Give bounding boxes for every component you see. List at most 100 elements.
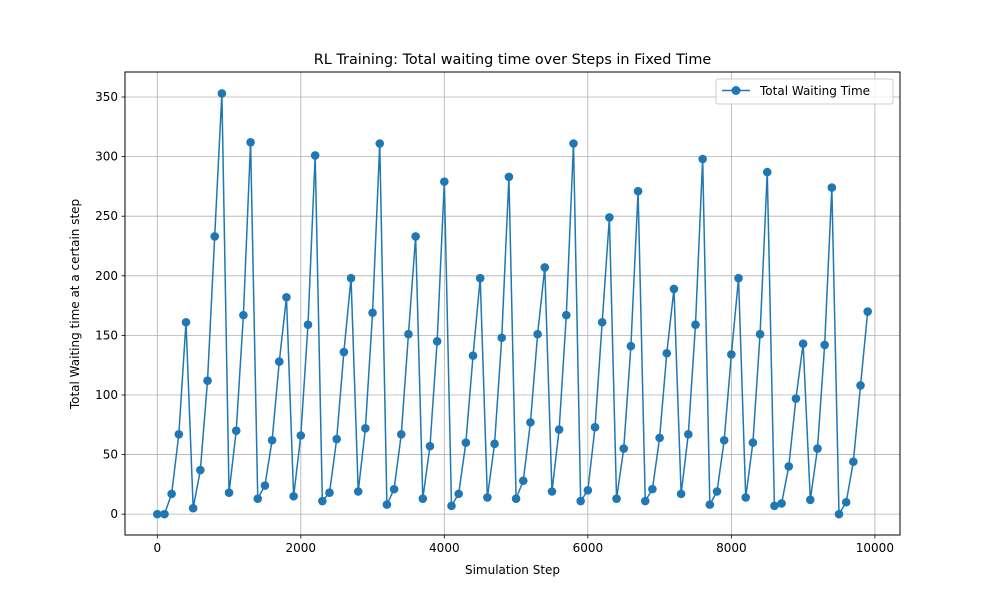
data-point <box>827 183 837 192</box>
data-point <box>389 484 399 494</box>
data-point <box>475 273 485 283</box>
data-point <box>562 310 571 320</box>
data-point <box>727 350 736 359</box>
data-point <box>813 444 822 453</box>
axis-ticks: 0 2000 4000 6000 8000 10000 0 50 100 150 200 250 300… <box>95 90 894 555</box>
data-point <box>777 499 786 508</box>
x-tick-label: 2000 <box>286 541 317 555</box>
data-point <box>432 337 442 346</box>
legend-box <box>715 78 894 105</box>
y-axis-label: Total Waiting time at a certain step <box>68 199 82 410</box>
data-point <box>396 430 406 439</box>
data-point <box>447 501 456 511</box>
data-point <box>619 444 629 453</box>
y-tick-label: 350 <box>95 90 118 104</box>
data-point <box>698 154 707 164</box>
data-point <box>239 310 248 320</box>
x-axis-label: Simulation Step <box>465 563 560 577</box>
chart-title: RL Training: Total waiting time over Ste… <box>314 52 712 68</box>
data-point <box>863 307 873 316</box>
data-point <box>691 320 700 329</box>
data-point <box>841 497 851 507</box>
data-point <box>712 487 722 496</box>
y-tick-label: 300 <box>95 150 118 164</box>
x-tick-label: 8000 <box>716 541 747 555</box>
data-point <box>834 509 844 519</box>
data-point <box>806 495 815 505</box>
x-tick-label: 10000 <box>856 541 894 555</box>
data-point <box>676 489 686 499</box>
data-point <box>454 489 463 499</box>
data-point <box>152 509 162 519</box>
data-point <box>583 486 593 495</box>
legend-label: Total Waiting Time <box>759 84 870 98</box>
data-point <box>497 333 507 343</box>
data-point <box>368 308 377 318</box>
data-point <box>684 430 693 439</box>
data-point <box>353 487 363 496</box>
data-point <box>418 494 428 503</box>
data-point <box>518 476 528 486</box>
data-point <box>296 431 306 440</box>
y-tick-label: 50 <box>103 448 118 462</box>
data-point <box>770 501 779 511</box>
data-point <box>246 138 255 147</box>
data-point <box>554 425 564 434</box>
x-tick-label: 0 <box>153 541 161 555</box>
data-point <box>425 441 435 451</box>
y-tick-label: 200 <box>95 269 118 283</box>
data-point <box>655 433 664 443</box>
data-point <box>260 481 270 490</box>
data-point <box>547 487 557 496</box>
data-point <box>511 494 521 503</box>
data-point <box>224 488 234 497</box>
data-point <box>188 503 198 513</box>
y-tick-label: 100 <box>95 388 118 402</box>
data-point <box>282 292 291 302</box>
data-point <box>346 273 356 283</box>
data-point <box>210 232 219 241</box>
data-point <box>640 496 650 506</box>
data-point <box>662 348 672 358</box>
data-point <box>669 284 679 294</box>
y-tick-label: 150 <box>95 328 118 342</box>
data-point <box>784 462 794 471</box>
legend-marker-swatch <box>731 86 741 95</box>
data-point <box>762 167 772 177</box>
data-point <box>849 457 858 467</box>
data-point <box>504 172 514 182</box>
data-point <box>734 273 743 283</box>
axes-frame <box>124 71 901 536</box>
data-point <box>791 394 801 403</box>
data-point <box>203 376 212 385</box>
data-point <box>856 381 865 390</box>
x-tick-label: 4000 <box>429 541 460 555</box>
data-point <box>375 139 385 148</box>
y-tick-label: 0 <box>110 507 118 521</box>
y-tick-label: 250 <box>95 209 118 223</box>
data-point <box>217 89 227 98</box>
data-point <box>798 339 808 349</box>
data-point <box>440 177 449 186</box>
data-point <box>253 494 263 503</box>
data-point <box>741 493 751 502</box>
data-point <box>181 317 191 327</box>
plot-data <box>152 89 873 519</box>
data-point <box>361 424 370 433</box>
data-point <box>468 351 478 360</box>
data-point <box>318 496 327 506</box>
data-point <box>339 347 349 357</box>
data-point <box>461 438 471 447</box>
data-point <box>569 139 578 148</box>
data-point <box>325 488 334 497</box>
data-point <box>332 434 341 444</box>
data-point <box>705 500 715 509</box>
data-point <box>633 186 643 196</box>
x-tick-label: 6000 <box>573 541 604 555</box>
data-point <box>303 320 313 329</box>
data-point <box>267 435 277 445</box>
data-point <box>404 329 413 339</box>
data-point <box>612 494 621 503</box>
